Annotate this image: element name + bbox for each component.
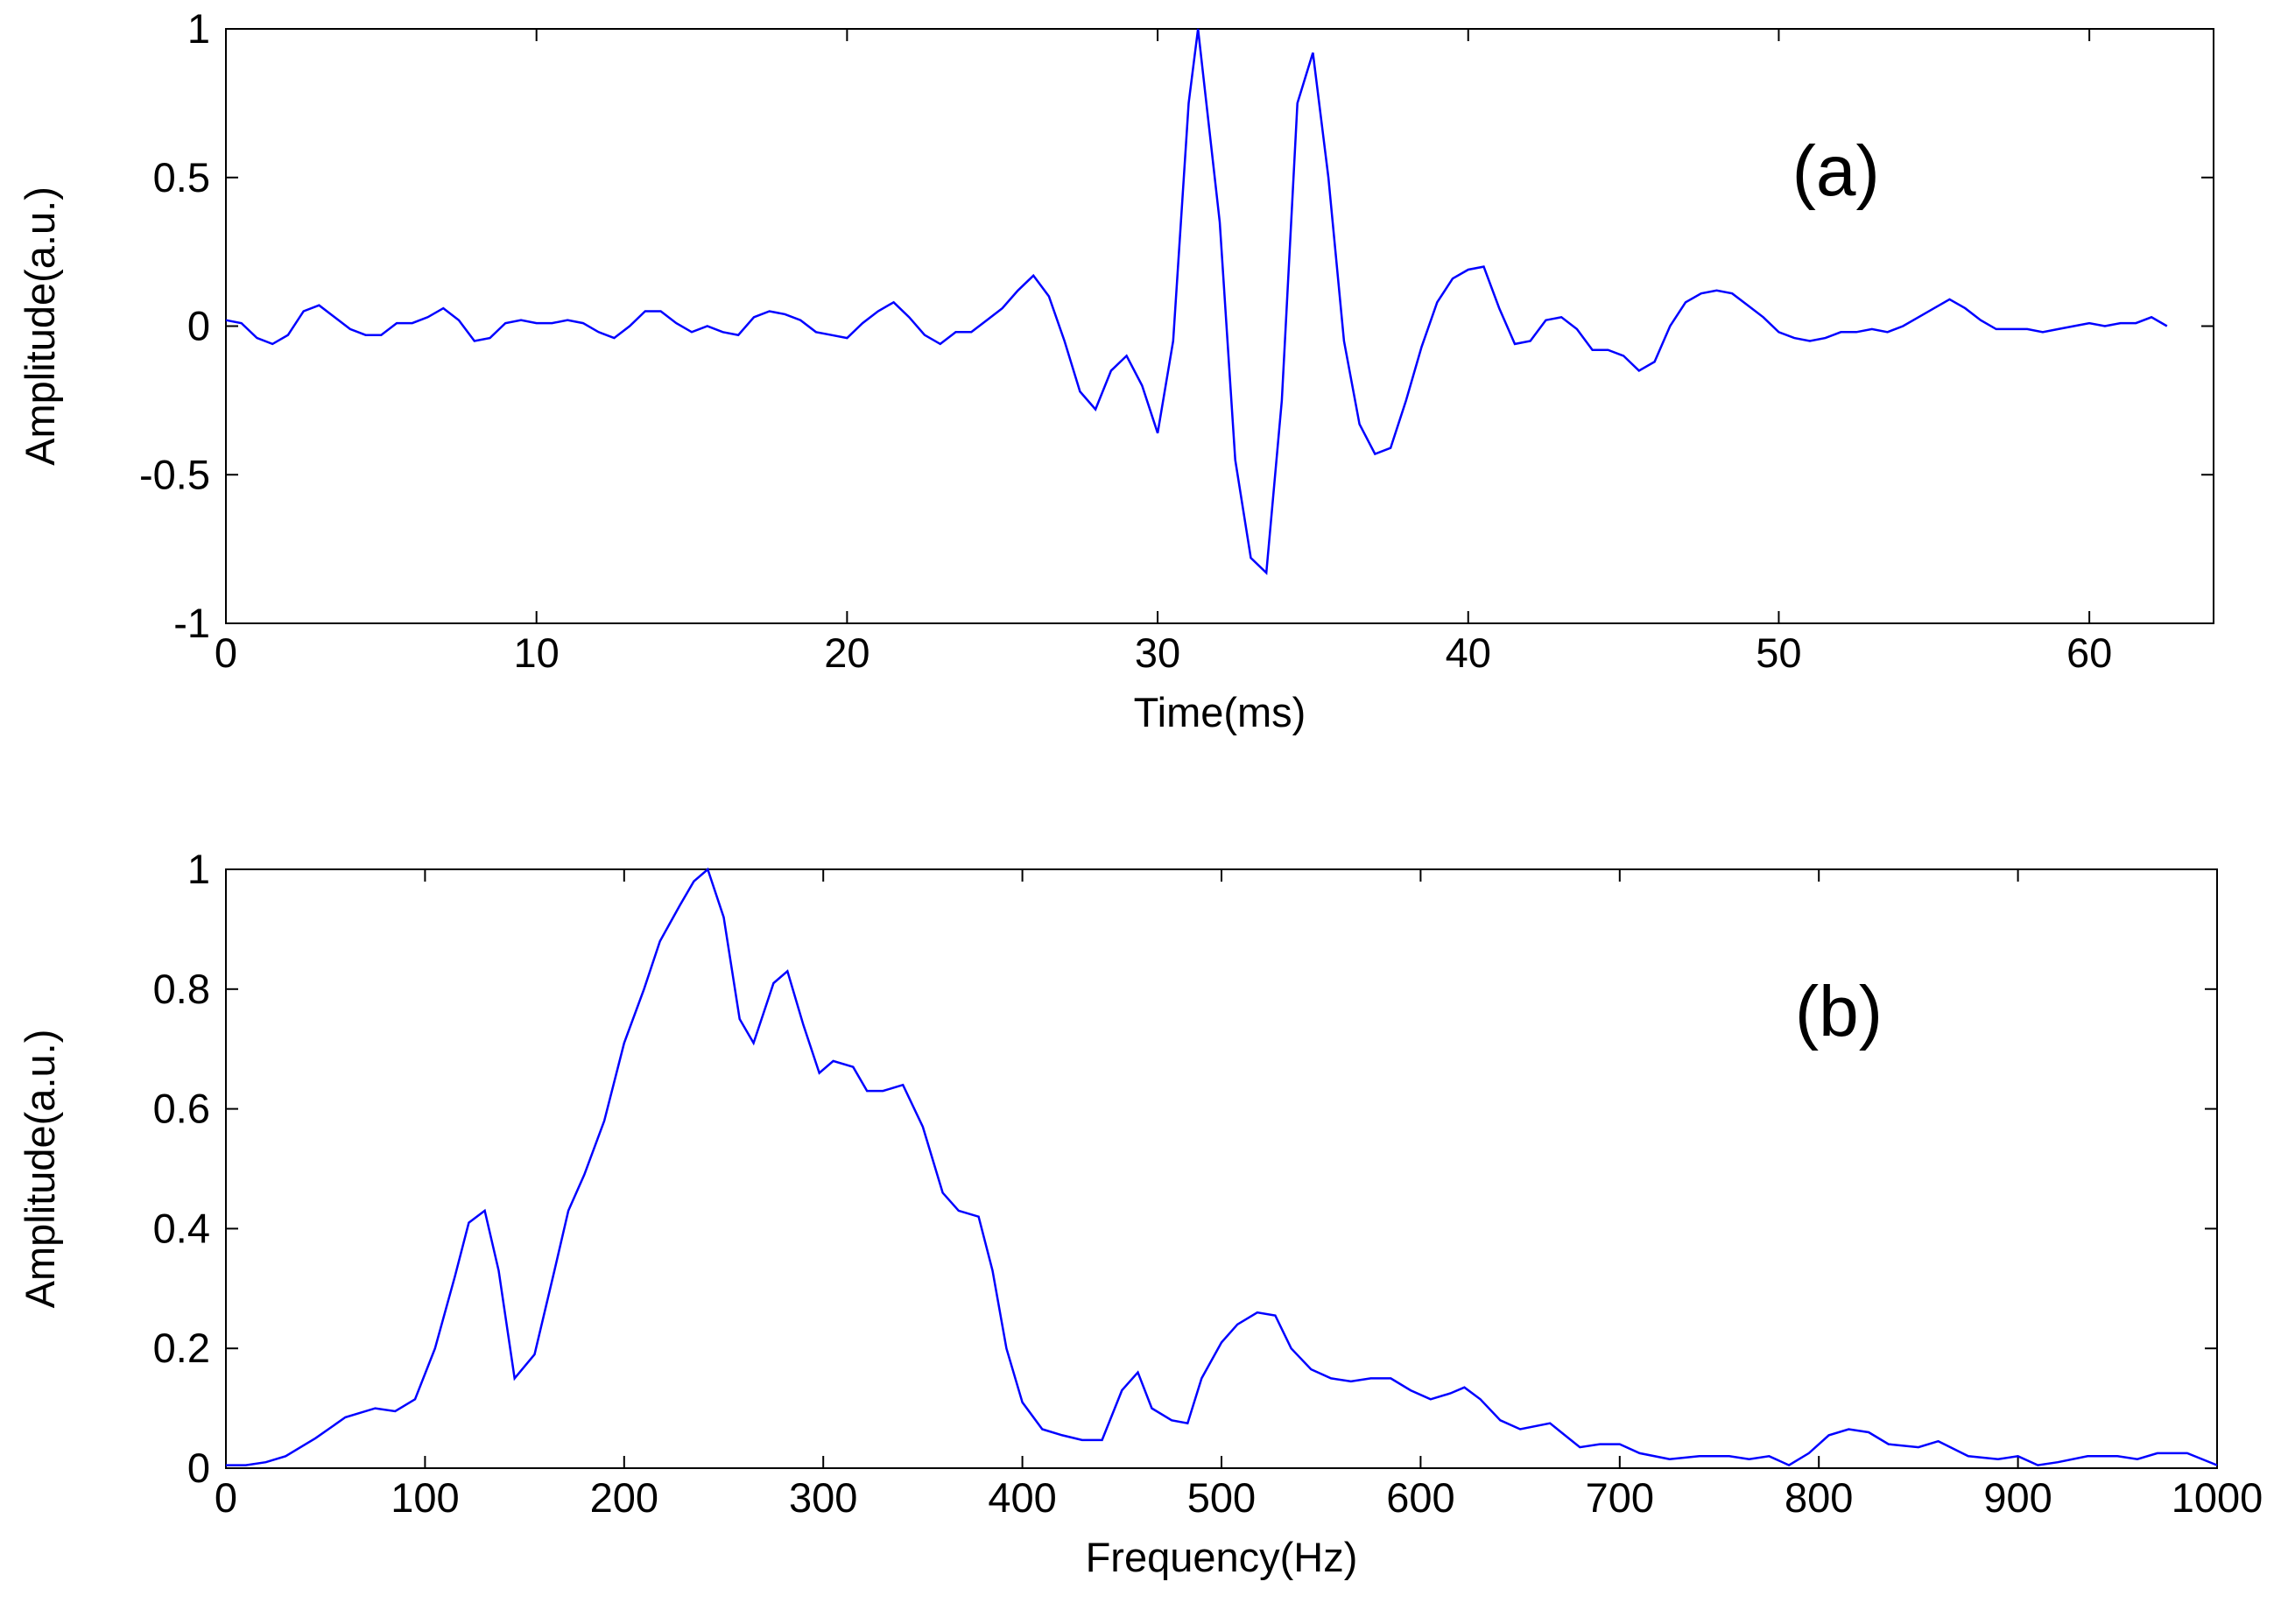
x-tick-label: 600	[1386, 1474, 1454, 1521]
x-tick-label: 700	[1586, 1474, 1654, 1521]
x-tick-label: 300	[789, 1474, 857, 1521]
annotation: (a)	[1792, 131, 1880, 211]
y-tick-label: 0.8	[153, 966, 210, 1012]
y-tick-label: 1	[187, 846, 210, 892]
data-line	[226, 867, 2218, 1467]
x-tick-label: 1000	[2172, 1474, 2263, 1521]
x-tick-label: 500	[1187, 1474, 1256, 1521]
x-tick-label: 30	[1135, 629, 1180, 676]
data-line	[225, 28, 2168, 576]
y-tick-label: -1	[173, 600, 210, 646]
x-tick-label: 0	[215, 629, 237, 676]
x-tick-label: 200	[590, 1474, 658, 1521]
y-axis-label: Amplitude(a.u.)	[17, 1030, 63, 1309]
y-tick-label: 0.5	[153, 154, 210, 200]
y-tick-label: 0.2	[153, 1325, 210, 1371]
y-axis-label: Amplitude(a.u.)	[17, 186, 63, 466]
x-tick-label: 100	[391, 1474, 459, 1521]
y-tick-label: 0.6	[153, 1086, 210, 1132]
x-tick-label: 400	[988, 1474, 1056, 1521]
x-tick-label: 60	[2066, 629, 2112, 676]
y-tick-label: 0	[187, 1445, 210, 1491]
x-axis-label: Frequency(Hz)	[1086, 1534, 1358, 1580]
x-axis-label: Time(ms)	[1134, 689, 1306, 735]
x-tick-label: 20	[824, 629, 869, 676]
annotation: (b)	[1795, 972, 1883, 1051]
x-tick-label: 40	[1446, 629, 1491, 676]
y-tick-label: 0	[187, 303, 210, 349]
plot-frame	[225, 868, 2218, 1469]
y-tick-label: -0.5	[139, 451, 210, 497]
x-tick-label: 800	[1785, 1474, 1853, 1521]
x-tick-label: 10	[514, 629, 560, 676]
y-tick-label: 0.4	[153, 1205, 210, 1251]
plot-frame	[225, 28, 2214, 624]
y-tick-label: 1	[187, 5, 210, 52]
x-tick-label: 50	[1756, 629, 1801, 676]
x-tick-label: 900	[1983, 1474, 2052, 1521]
x-tick-label: 0	[215, 1474, 237, 1521]
